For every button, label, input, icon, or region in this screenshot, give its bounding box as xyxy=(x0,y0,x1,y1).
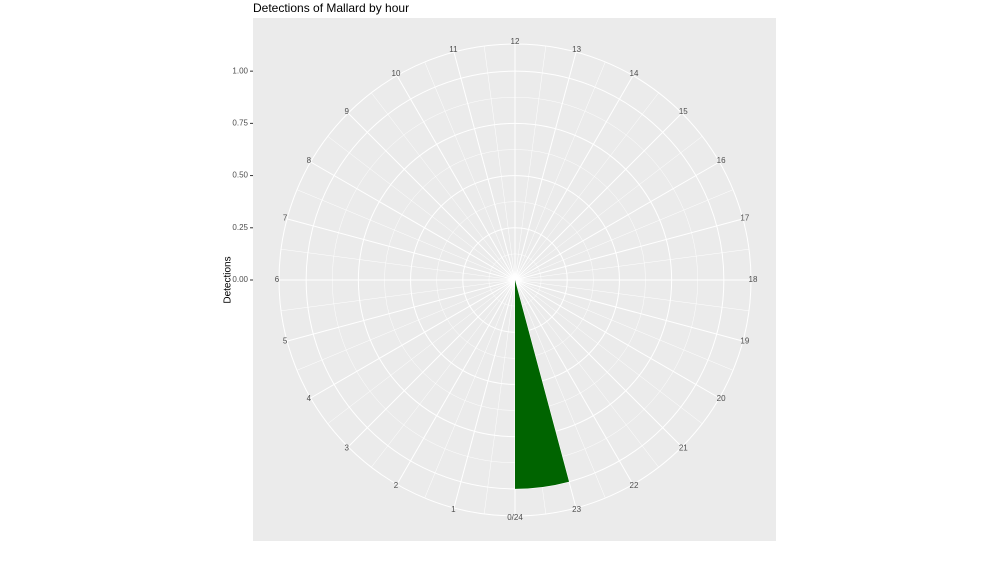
x-tick-label: 20 xyxy=(717,394,726,403)
minor-spoke xyxy=(483,45,516,281)
minor-spoke xyxy=(371,279,516,468)
grid-spoke xyxy=(347,279,516,448)
grid-spoke xyxy=(453,51,516,281)
bar xyxy=(515,280,570,489)
minor-spoke xyxy=(327,136,516,281)
grid-spoke xyxy=(514,51,577,281)
grid-spoke xyxy=(514,279,720,399)
grid-spoke xyxy=(286,279,516,342)
minor-spoke xyxy=(483,279,516,515)
minor-spoke xyxy=(514,279,659,468)
x-tick-label: 7 xyxy=(283,214,288,223)
y-tick-label: 0.25 xyxy=(232,223,248,232)
minor-spoke xyxy=(280,248,516,281)
x-tick-label: 2 xyxy=(394,481,399,490)
x-tick-label: 11 xyxy=(449,45,458,54)
x-tick-label: 23 xyxy=(572,505,581,514)
x-tick-label: 3 xyxy=(344,443,349,452)
grid-spoke xyxy=(514,161,720,281)
x-tick-label: 18 xyxy=(749,275,758,284)
y-tick-label: 1.00 xyxy=(232,66,248,75)
x-tick-label: 8 xyxy=(307,156,312,165)
x-tick-label: 14 xyxy=(630,69,639,78)
minor-spoke xyxy=(371,92,516,281)
x-tick-label: 1 xyxy=(451,505,456,514)
minor-spoke xyxy=(280,279,516,312)
minor-spoke xyxy=(514,136,703,281)
x-tick-label: 19 xyxy=(740,337,749,346)
minor-spoke xyxy=(296,279,516,371)
grid-spoke xyxy=(310,279,516,399)
y-tick-label: 0.00 xyxy=(232,275,248,284)
x-tick-label: 15 xyxy=(679,107,688,116)
grid-spoke xyxy=(310,161,516,281)
minor-spoke xyxy=(424,61,516,281)
x-tick-label: 4 xyxy=(307,394,312,403)
x-tick-label: 6 xyxy=(275,275,280,284)
grid-spoke xyxy=(396,279,516,485)
grid-spoke xyxy=(514,279,744,342)
minor-spoke xyxy=(514,248,750,281)
x-tick-label: 10 xyxy=(392,69,401,78)
minor-spoke xyxy=(514,279,703,424)
minor-spoke xyxy=(514,45,547,281)
grid-spoke xyxy=(514,279,683,448)
grid-spoke xyxy=(453,279,516,509)
minor-spoke xyxy=(296,189,516,281)
minor-spoke xyxy=(514,189,734,281)
grid-spoke xyxy=(514,218,744,281)
grid-spoke xyxy=(514,75,634,281)
minor-spoke xyxy=(514,279,734,371)
x-tick-label: 5 xyxy=(283,337,288,346)
minor-spoke xyxy=(514,279,750,312)
x-tick-label: 13 xyxy=(572,45,581,54)
x-tick-label: 22 xyxy=(630,481,639,490)
x-tick-label: 17 xyxy=(740,214,749,223)
chart-title: Detections of Mallard by hour xyxy=(253,1,409,15)
grid-spoke xyxy=(286,218,516,281)
y-axis-label: Detections xyxy=(223,256,234,303)
x-tick-label: 12 xyxy=(511,37,520,46)
grid-spoke xyxy=(396,75,516,281)
grid-spoke xyxy=(514,112,683,281)
x-tick-label: 21 xyxy=(679,443,688,452)
x-tick-label: 16 xyxy=(717,156,726,165)
y-tick-label: 0.75 xyxy=(232,118,248,127)
minor-spoke xyxy=(514,92,659,281)
x-tick-label: 9 xyxy=(344,107,349,116)
grid-spoke xyxy=(347,112,516,281)
minor-spoke xyxy=(514,279,606,499)
minor-spoke xyxy=(514,61,606,281)
x-tick-label: 0/24 xyxy=(507,513,523,522)
minor-spoke xyxy=(424,279,516,499)
grid-spoke xyxy=(514,279,634,485)
y-tick-label: 0.50 xyxy=(232,171,248,180)
minor-spoke xyxy=(327,279,516,424)
